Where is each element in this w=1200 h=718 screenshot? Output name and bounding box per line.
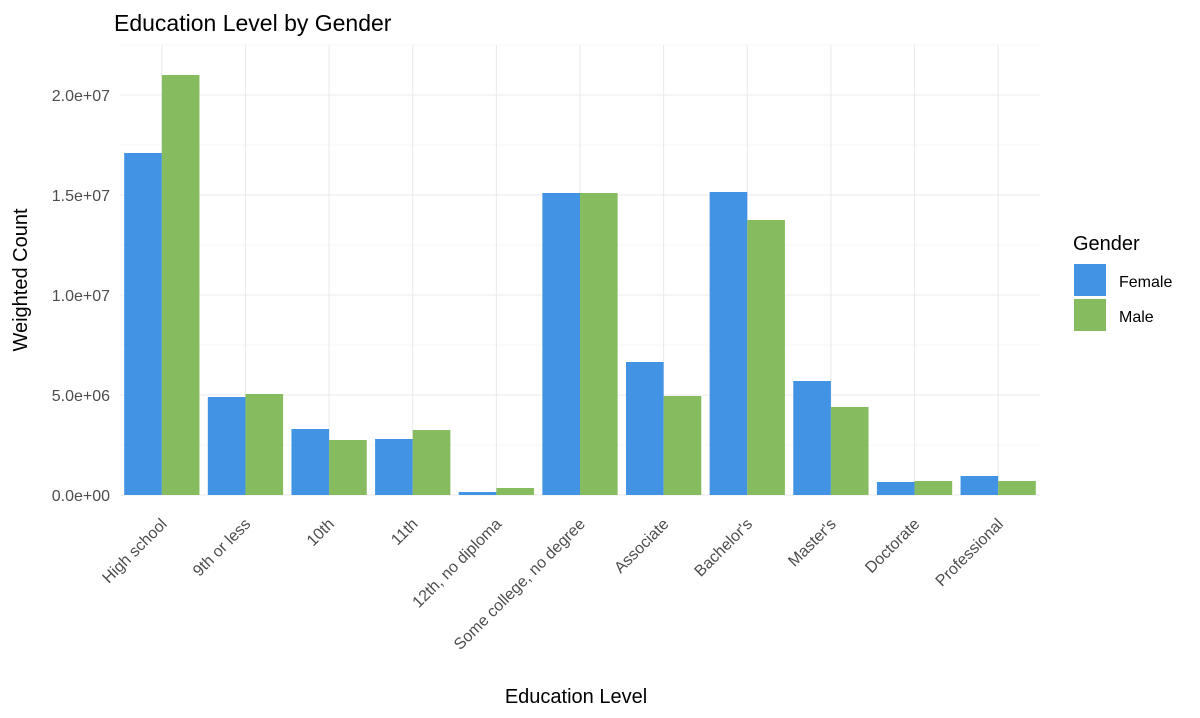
bar-female-4 [458,492,497,495]
x-tick-label: 10th [304,516,338,550]
bar-female-0 [124,153,162,495]
bar-female-3 [375,439,413,495]
x-tick-label: Master's [785,516,839,570]
legend-title: Gender [1073,233,1140,255]
y-tick-label: 2.0e+07 [52,88,110,105]
y-axis-title: Weighted Count [10,208,32,352]
bar-male-8 [830,407,869,495]
bar-male-4 [496,488,534,495]
legend-label-male: Male [1119,309,1154,326]
bar-female-2 [291,429,330,495]
y-tick-label: 0.0e+00 [52,488,110,505]
bar-female-10 [960,476,999,495]
x-tick-label: Doctorate [862,516,923,577]
x-tick-label: 11th [388,516,421,549]
legend-swatch-female [1074,264,1106,296]
bar-female-7 [709,192,748,495]
bar-male-0 [161,75,200,495]
bar-male-10 [998,481,1036,495]
bar-male-9 [914,481,953,495]
bar-male-3 [412,430,451,495]
legend: Gender Female Male [1073,233,1172,331]
y-axis-ticks: 0.0e+00 5.0e+06 1.0e+07 1.5e+07 2.0e+07 [52,88,110,505]
legend-label-female: Female [1119,274,1172,291]
bar-male-2 [329,440,367,495]
x-tick-label: Bachelor's [692,516,756,580]
y-tick-label: 5.0e+06 [52,388,110,405]
bar-male-7 [747,220,785,495]
bar-male-6 [663,396,702,495]
legend-swatch-male [1074,299,1106,331]
bar-female-8 [793,381,831,495]
x-tick-label: 12th, no diploma [410,516,506,612]
bar-female-6 [626,362,664,495]
x-tick-label: 9th or less [190,516,254,580]
x-axis-title: Education Level [505,686,647,708]
bars-layer [124,75,1036,495]
y-tick-label: 1.5e+07 [52,188,110,205]
bar-male-5 [580,193,618,495]
bar-female-1 [207,397,246,495]
chart-title: Education Level by Gender [114,10,392,36]
bar-male-1 [245,394,284,495]
x-tick-label: High school [100,516,171,587]
bar-female-5 [542,193,580,495]
x-tick-label: Professional [933,516,1007,590]
y-tick-label: 1.0e+07 [52,288,110,305]
x-tick-label: Associate [611,516,672,577]
bar-female-9 [876,482,915,495]
